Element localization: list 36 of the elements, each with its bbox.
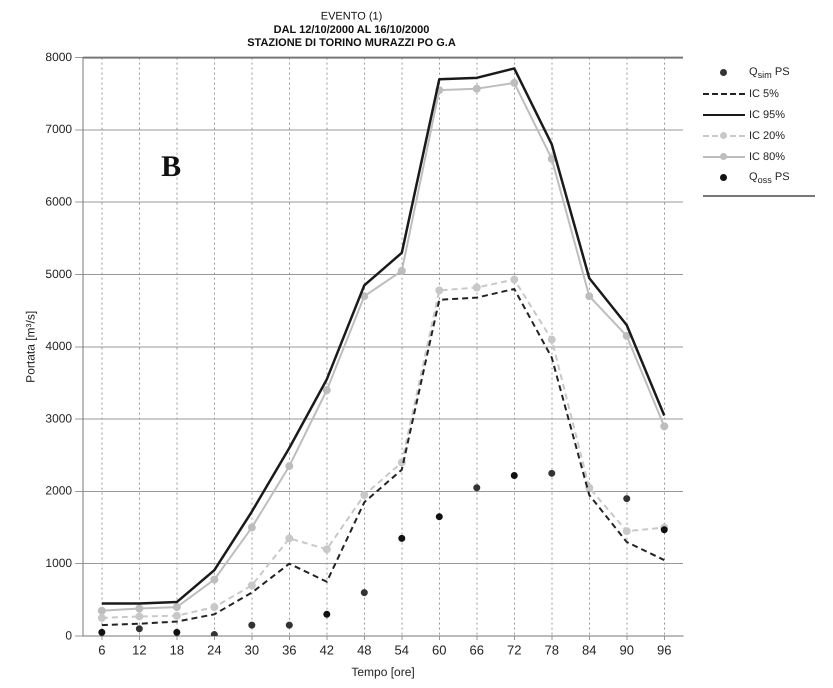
y-tick-label: 1000 [45,556,72,570]
x-tick-label: 30 [244,642,260,658]
legend-label: IC 80% [749,151,786,164]
y-axis-title: Portata [m³/s] [24,310,38,383]
x-tick-label: 18 [170,642,184,658]
x-tick-label: 12 [132,642,147,658]
legend-label: Q$_{oss}$ PS [749,171,790,186]
y-tick-label: 6000 [45,194,72,209]
x-tick-label: 60 [432,642,447,658]
legend-label: Q$_{sim}$ PS [749,66,790,80]
x-tick-label: 78 [544,642,560,658]
x-tick-label: 48 [357,642,372,658]
x-tick-label: 24 [207,642,222,658]
y-tick-label: 0 [65,628,72,642]
x-axis-title: Tempo [ore] [351,665,415,680]
chart-title: EVENTO (1) [320,10,382,23]
legend-label: IC 5% [749,88,779,100]
y-tick-label: 3000 [45,411,72,426]
annotation: B [161,150,182,184]
x-tick-label: 66 [470,642,484,658]
y-tick-label: 8000 [45,50,72,64]
y-tick-label: 7000 [45,122,72,136]
legend-label: IC 20% [749,130,786,142]
y-tick-label: 2000 [45,484,72,498]
x-tick-label: 90 [620,642,634,658]
x-tick-label: 42 [320,642,334,658]
x-tick-label: 72 [507,642,522,658]
x-tick-label: 84 [582,642,596,658]
y-tick-label: 4000 [45,339,72,354]
x-tick-label: 54 [394,642,410,658]
x-tick-label: 96 [657,642,672,658]
y-tick-label: 5000 [45,266,72,281]
x-tick-label: 6 [98,642,106,658]
legend-label: IC 95% [749,109,786,122]
x-tick-label: 36 [282,642,297,658]
chart-subtitle: DAL 12/10/2000 AL 16/10/2000 STAZIONE DI TORINO MURAZZI PO G.A [247,24,456,50]
